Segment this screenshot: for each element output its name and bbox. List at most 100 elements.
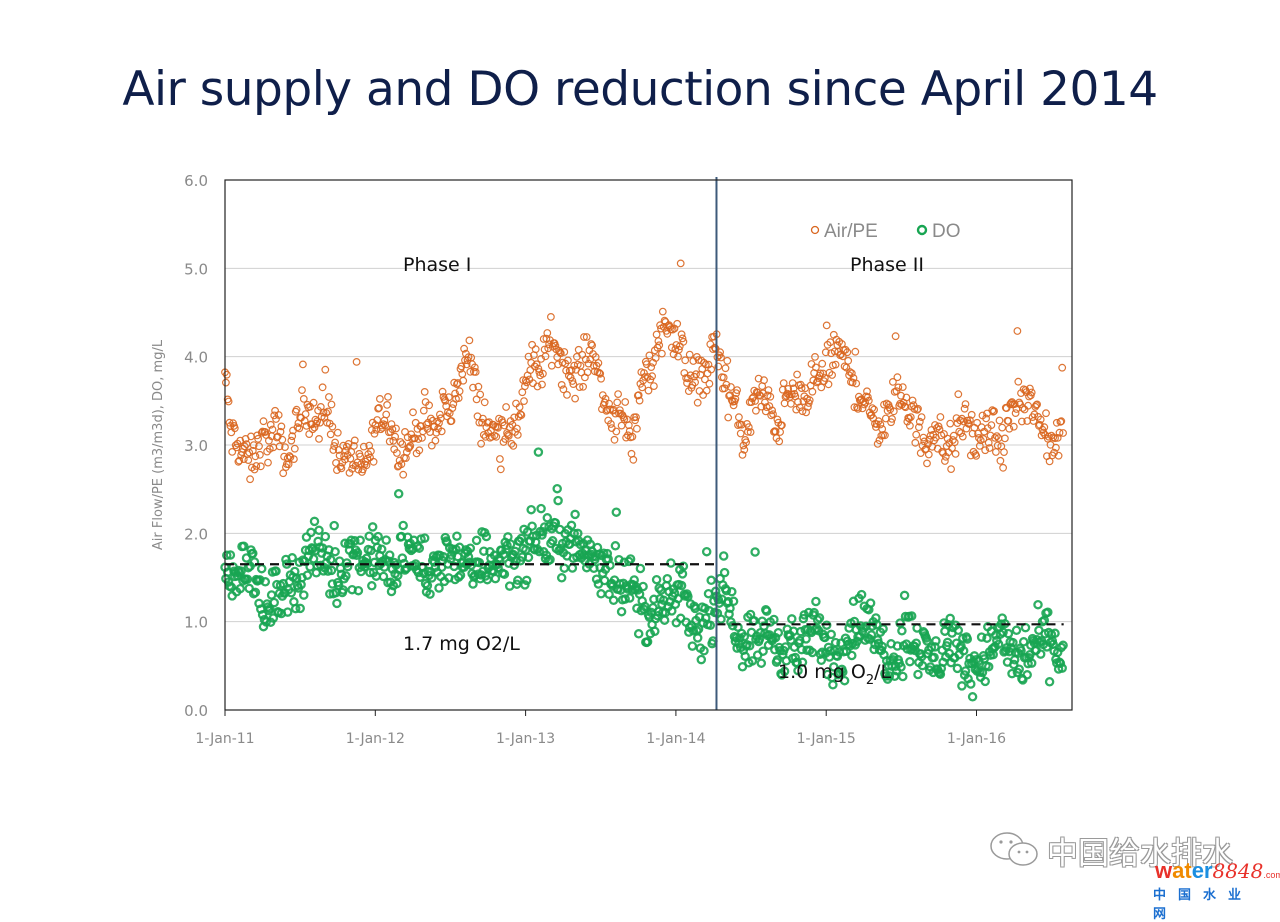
data-point (966, 679, 976, 689)
data-point (427, 441, 436, 450)
data-point (481, 531, 492, 542)
data-point (929, 652, 939, 663)
data-point (677, 569, 688, 579)
data-point (367, 447, 375, 456)
data-point (268, 613, 279, 623)
data-point (915, 423, 923, 432)
data-point (897, 626, 907, 636)
data-point (373, 416, 382, 424)
data-point (744, 641, 755, 651)
data-point (252, 462, 261, 470)
data-point (822, 321, 831, 330)
data-point (949, 436, 957, 444)
data-point (415, 446, 424, 455)
data-point (290, 444, 299, 453)
data-point (692, 633, 703, 643)
data-point (747, 398, 756, 407)
data-point (780, 399, 789, 408)
y-tick-label: 1.0 (184, 614, 208, 632)
data-point (1043, 607, 1053, 617)
data-point (922, 636, 932, 646)
data-point (350, 536, 360, 546)
data-point (911, 638, 921, 648)
data-point (760, 376, 768, 385)
data-point (644, 386, 653, 395)
data-point (329, 446, 338, 454)
y-tick-label: 6.0 (184, 172, 208, 190)
data-point (610, 541, 621, 551)
data-point (379, 420, 388, 429)
data-point (432, 428, 441, 437)
watermark-text: 中国给水排水 (1047, 836, 1233, 872)
data-point (1044, 677, 1055, 687)
data-point (550, 518, 561, 528)
data-point (559, 385, 568, 394)
data-point (620, 594, 630, 604)
data-point (832, 651, 843, 662)
data-point (295, 603, 305, 614)
data-point (261, 617, 271, 627)
data-point (679, 337, 688, 346)
data-point (383, 401, 392, 409)
data-point (1051, 434, 1059, 443)
data-point (742, 438, 750, 447)
data-point (472, 395, 481, 404)
data-point (750, 547, 760, 557)
data-point (906, 413, 915, 422)
data-point (579, 382, 587, 391)
data-point (852, 379, 861, 388)
data-point (758, 646, 768, 656)
data-point (955, 427, 964, 436)
data-point (1007, 668, 1017, 679)
data-point (1016, 645, 1026, 656)
data-point (438, 387, 447, 396)
data-point (282, 607, 293, 617)
data-point (975, 442, 984, 450)
data-point (666, 558, 676, 568)
data-point (667, 343, 676, 352)
data-point (620, 415, 629, 424)
data-point (767, 411, 776, 420)
data-point (973, 418, 981, 427)
data-point (905, 656, 915, 667)
data-point (334, 446, 343, 454)
data-point (405, 443, 414, 452)
data-point (873, 440, 882, 448)
data-point (463, 552, 474, 562)
y-tick-label: 2.0 (184, 525, 208, 543)
data-point (254, 434, 263, 443)
data-point (255, 442, 263, 451)
data-point (856, 589, 867, 600)
data-point (738, 451, 747, 459)
do-phase1-annotation: 1.7 mg O2/L (403, 633, 520, 655)
y-tick-label: 5.0 (184, 260, 208, 278)
data-point (277, 422, 286, 431)
data-point (847, 650, 857, 661)
data-point (808, 387, 817, 396)
data-point (256, 563, 267, 574)
data-point (830, 637, 841, 648)
data-point (509, 442, 518, 450)
data-point (364, 531, 374, 541)
data-point (570, 509, 580, 520)
data-point (573, 352, 581, 361)
data-point (460, 344, 469, 353)
data-point (557, 381, 566, 389)
data-point (811, 596, 821, 607)
data-point (417, 422, 426, 431)
data-point (515, 403, 524, 412)
data-point (993, 639, 1004, 649)
data-point (912, 430, 921, 439)
data-point (1051, 443, 1060, 452)
data-point (244, 583, 254, 594)
data-point (906, 421, 914, 430)
data-point (474, 557, 485, 568)
data-point (961, 400, 970, 409)
data-point (737, 420, 746, 429)
watermark-brand: water8848.com (1155, 858, 1280, 883)
data-point (479, 414, 487, 423)
data-point (688, 625, 699, 636)
data-point (650, 626, 660, 637)
data-point (727, 586, 737, 597)
data-point (1009, 659, 1019, 670)
